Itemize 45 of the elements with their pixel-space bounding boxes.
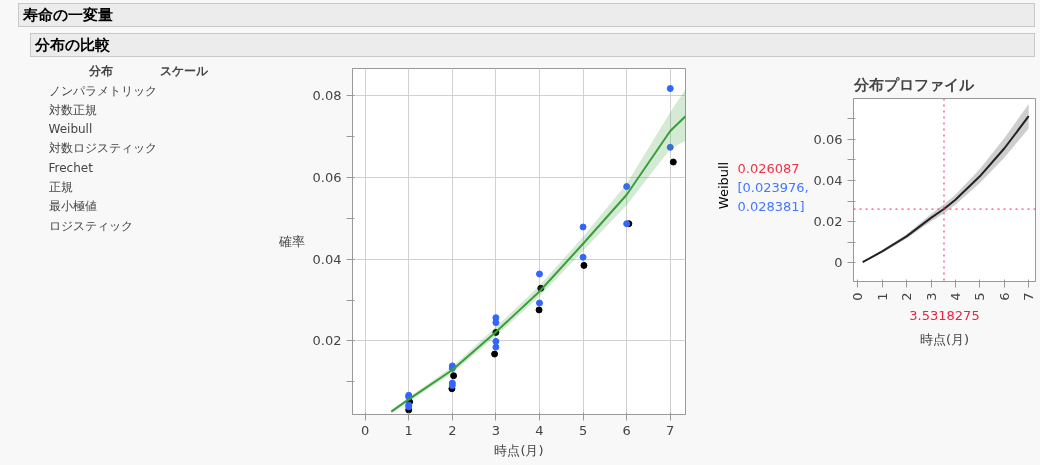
text: Frechet	[48, 160, 94, 175]
text: 正規	[48, 180, 73, 194]
y-axis-title: Weibull	[716, 161, 731, 210]
text: ロジスティック	[48, 218, 133, 233]
y-tick-label: 0.04	[813, 172, 843, 188]
x-tick-label: 0	[361, 422, 370, 438]
x-tick-label: 5	[578, 422, 588, 438]
y-tick-label: 0.08	[312, 88, 342, 104]
x-tick-label: 6	[996, 292, 1012, 301]
x-tick-label: 2	[448, 422, 457, 438]
x-tick-label: 4	[947, 292, 963, 301]
x-tick-label: 1	[404, 422, 413, 438]
y-tick-label: 0.06	[813, 131, 843, 147]
x-tick-label: 3	[923, 292, 939, 301]
y-tick-label: 0.04	[312, 251, 342, 267]
text: 0.026087	[737, 161, 800, 176]
ref-line-label: 3.5318275	[909, 307, 980, 323]
y-axis-title: 確率	[277, 234, 305, 249]
y-tick-label: 0.06	[312, 170, 342, 186]
text: [0.023976,	[737, 180, 809, 195]
text: 対数ロジスティック	[48, 141, 157, 156]
x-tick-label: 7	[1021, 292, 1037, 301]
text: ノンパラメトリック	[48, 83, 157, 98]
x-tick-label: 6	[622, 422, 631, 438]
y-tick-label: 0.02	[312, 333, 342, 349]
y-tick-label: 0.02	[813, 214, 843, 230]
x-tick-label: 5	[972, 292, 988, 301]
x-axis-title: 時点(月)	[494, 442, 544, 458]
text: 寿命の一変量	[23, 5, 113, 26]
text: 最小極値	[48, 199, 97, 214]
text: 0.028381]	[737, 199, 805, 214]
y-tick-label: 0	[834, 255, 843, 271]
text: スケール	[159, 63, 209, 78]
text: 分布	[87, 63, 113, 78]
x-tick-label: 7	[666, 422, 675, 438]
x-tick-label: 4	[535, 422, 544, 438]
text: 対数正規	[48, 102, 97, 117]
x-tick-label: 2	[899, 292, 915, 301]
x-tick-label: 1	[874, 292, 890, 301]
chart-title: 分布プロファイル	[852, 75, 975, 94]
text: Weibull	[48, 122, 93, 137]
x-axis-title: 時点(月)	[919, 331, 970, 347]
x-tick-label: 3	[491, 422, 501, 438]
x-tick-label: 0	[850, 292, 866, 301]
text: 分布の比較	[35, 35, 110, 56]
